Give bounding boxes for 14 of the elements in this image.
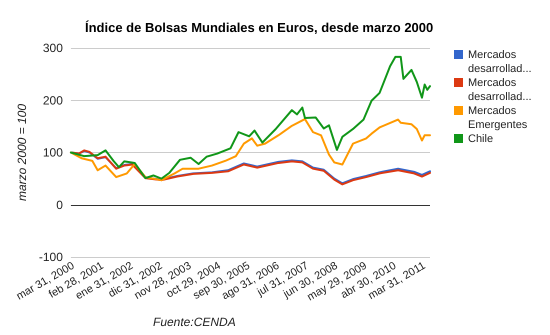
y-tick-label: -100 [38, 250, 64, 264]
legend-label: Mercados Emergentes [468, 105, 528, 131]
y-axis-title: marzo 2000 = 100 [15, 104, 29, 202]
y-tick-label: 300 [42, 41, 64, 55]
legend-label: Chile [468, 133, 494, 145]
line-series [70, 118, 431, 182]
y-tick-label: 200 [42, 93, 64, 108]
y-tick-label: 0 [56, 198, 64, 212]
line-series [70, 56, 431, 180]
y-tick-label: 100 [42, 146, 64, 160]
legend-label: Mercados desarrollad... [468, 77, 532, 103]
legend-label: Mercados desarrollad... [468, 49, 532, 75]
chart-title: Índice de Bolsas Mundiales en Euros, desde marzo 2000 [85, 20, 434, 35]
source-note: Fuente:CENDA [153, 315, 236, 329]
